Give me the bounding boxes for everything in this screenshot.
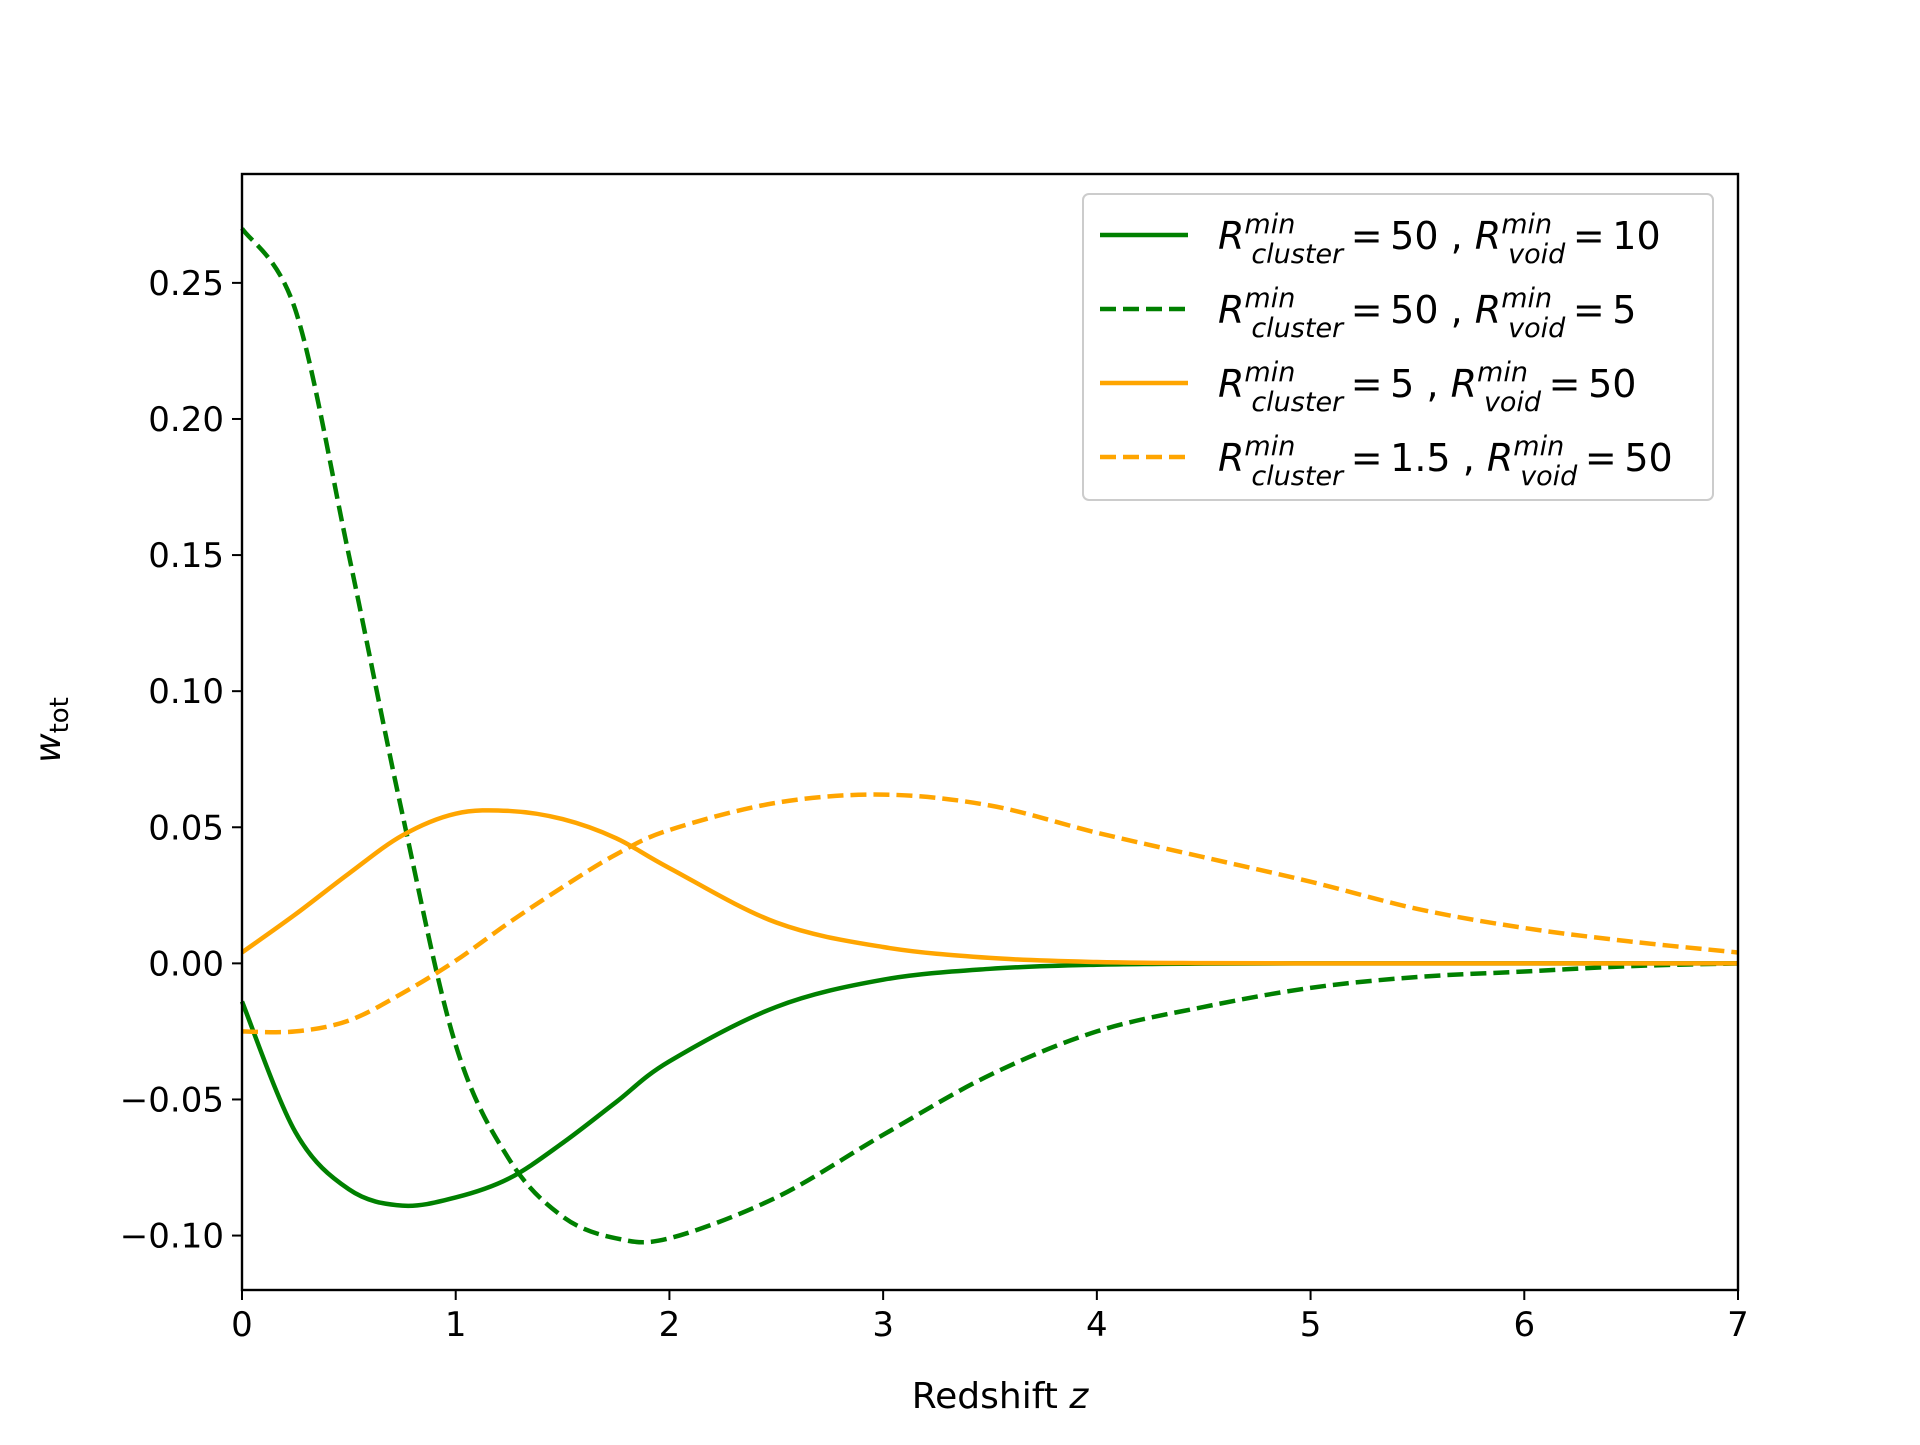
y-axis-title-subscript: tot xyxy=(45,697,75,733)
legend-value-cluster: = 50 xyxy=(1343,288,1438,332)
legend-sub-void: void xyxy=(1508,239,1566,270)
legend-sup-min: min xyxy=(1244,431,1295,462)
legend-sup-min: min xyxy=(1501,283,1552,314)
legend-symbol-r: R xyxy=(1218,214,1244,258)
x-tick-label: 7 xyxy=(1727,1305,1749,1345)
legend-sub-cluster: cluster xyxy=(1251,387,1345,418)
legend-value-void: = 50 xyxy=(1541,362,1636,406)
legend-separator: , xyxy=(1451,436,1487,480)
axis-ticks: 0 1 2 3 4 5 6 7 −0.10 −0.05 0.00 0.05 0.10 0.15 0.20 0.… xyxy=(120,264,1749,1345)
series-line-1 xyxy=(239,961,1738,1209)
legend-sub-void: void xyxy=(1508,313,1566,344)
legend-label-4: Rmin cluster = 1.5 , Rmin void = 50 xyxy=(1218,431,1673,492)
x-tick-label: 4 xyxy=(1086,1305,1108,1345)
legend-value-cluster: = 5 xyxy=(1343,362,1414,406)
series-line-4 xyxy=(241,792,1739,1035)
legend-sup-min: min xyxy=(1244,357,1295,388)
y-tick-label: 0.00 xyxy=(148,944,224,984)
y-axis-title-symbol: w xyxy=(28,733,69,763)
legend-separator: , xyxy=(1414,362,1450,406)
legend-label-2: Rmin cluster = 50 , Rmin void = 5 xyxy=(1218,283,1636,344)
series-lines xyxy=(239,227,1739,1245)
legend-symbol-r: R xyxy=(1218,436,1244,480)
legend-separator: , xyxy=(1439,214,1475,258)
y-tick-label: −0.10 xyxy=(120,1217,224,1257)
x-tick-label: 2 xyxy=(659,1305,681,1345)
legend-sub-cluster: cluster xyxy=(1251,239,1345,270)
legend-value-void: = 50 xyxy=(1577,436,1672,480)
legend-sub-void: void xyxy=(1520,461,1578,492)
legend-sup-min: min xyxy=(1477,357,1528,388)
x-axis-title: Redshift z xyxy=(912,1376,1090,1417)
legend-sup-min: min xyxy=(1513,431,1564,462)
legend-symbol-r: R xyxy=(1475,288,1501,332)
legend-box xyxy=(1082,193,1714,501)
legend-value-void: = 10 xyxy=(1565,214,1660,258)
y-tick-label: 0.25 xyxy=(148,264,224,304)
legend-separator: , xyxy=(1439,288,1475,332)
legend-symbol-r: R xyxy=(1487,436,1513,480)
legend-symbol-r: R xyxy=(1218,288,1244,332)
legend-label-3: Rmin cluster = 5 , Rmin void = 50 xyxy=(1218,357,1636,418)
y-tick-label: −0.05 xyxy=(120,1080,224,1120)
x-axis-title-variable: z xyxy=(1068,1376,1089,1417)
y-tick-label: 0.10 xyxy=(148,672,224,712)
plot-frame xyxy=(240,172,1740,1292)
legend-sup-min: min xyxy=(1244,209,1295,240)
legend-value-void: = 5 xyxy=(1565,288,1636,332)
legend-value-cluster: = 50 xyxy=(1343,214,1438,258)
legend-value-cluster: = 1.5 xyxy=(1343,436,1450,480)
legend-label-1: Rmin cluster = 50 , Rmin void = 10 xyxy=(1218,209,1661,270)
x-tick-label: 0 xyxy=(231,1305,253,1345)
legend-symbol-r: R xyxy=(1218,362,1244,406)
x-tick-label: 3 xyxy=(872,1305,894,1345)
legend-sub-cluster: cluster xyxy=(1251,313,1345,344)
y-tick-label: 0.15 xyxy=(148,536,224,576)
x-axis-title-text: Redshift xyxy=(912,1376,1070,1417)
y-axis-title: wtot xyxy=(28,697,75,763)
y-tick-label: 0.05 xyxy=(148,808,224,848)
legend-sup-min: min xyxy=(1501,209,1552,240)
series-line-3 xyxy=(240,808,1738,966)
series-line-2 xyxy=(240,227,1739,1245)
legend-symbol-r: R xyxy=(1451,362,1477,406)
legend-sup-min: min xyxy=(1244,283,1295,314)
x-tick-label: 1 xyxy=(445,1305,467,1345)
legend-sub-void: void xyxy=(1484,387,1542,418)
y-tick-label: 0.20 xyxy=(148,400,224,440)
legend-sub-cluster: cluster xyxy=(1251,461,1345,492)
legend-symbol-r: R xyxy=(1475,214,1501,258)
x-tick-label: 6 xyxy=(1513,1305,1535,1345)
x-tick-label: 5 xyxy=(1300,1305,1322,1345)
